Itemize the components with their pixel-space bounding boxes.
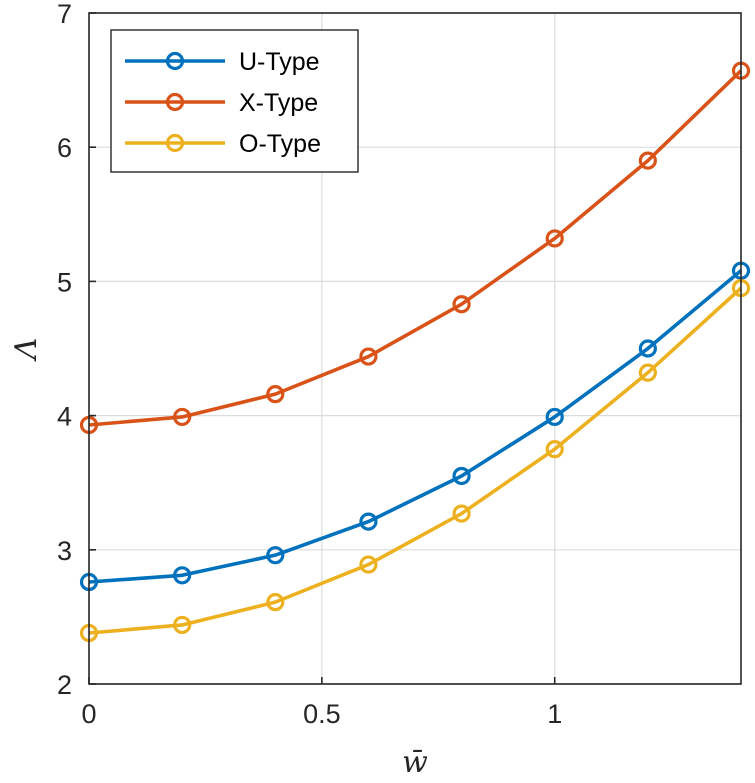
legend: U-Type X-Type O-Type	[110, 29, 359, 173]
data-point-x-type	[452, 295, 471, 314]
data-point-u-type	[173, 566, 192, 585]
data-point-x-type	[545, 229, 564, 248]
series-line-o-type	[88, 286, 743, 635]
legend-marker-u-type	[165, 51, 185, 71]
x-tick-label: 0.5	[303, 699, 341, 729]
y-tick-label: 5	[57, 267, 72, 297]
legend-marker-x-type	[165, 92, 185, 112]
data-point-o-type	[173, 615, 192, 635]
series-line-u-type	[88, 269, 743, 584]
data-point-u-type	[638, 339, 657, 358]
data-point-o-type	[266, 593, 285, 612]
y-axis-label: Λ	[9, 338, 44, 363]
legend-label-o-type: O-Type	[239, 130, 321, 158]
data-point-o-type	[452, 504, 471, 523]
data-point-o-type	[545, 440, 564, 459]
legend-label-u-type: U-Type	[239, 48, 320, 76]
y-tick-label: 3	[57, 536, 72, 566]
data-point-u-type	[266, 546, 285, 565]
y-tick-label: 2	[57, 670, 72, 700]
data-point-u-type	[452, 466, 471, 486]
legend-marker-o-type	[165, 133, 185, 153]
data-point-x-type	[359, 347, 378, 366]
y-tick-label: 6	[57, 133, 72, 163]
x-tick-label: 1	[547, 699, 562, 729]
data-point-o-type	[359, 555, 378, 574]
data-point-u-type	[359, 512, 378, 531]
data-point-o-type	[638, 363, 657, 382]
legend-label-x-type: X-Type	[239, 89, 318, 117]
y-tick-label: 7	[57, 0, 72, 29]
data-point-x-type	[638, 151, 657, 170]
x-tick-label: 0	[81, 699, 96, 729]
tick-labels: 0 0.5 1 2 3 4 5 6 7	[57, 0, 562, 729]
data-point-u-type	[545, 407, 564, 427]
y-tick-label: 4	[57, 402, 72, 432]
series-line-x-type	[88, 69, 743, 427]
plot-area-frame	[88, 12, 742, 685]
x-axis-label: w̄	[402, 745, 428, 780]
data-point-x-type	[173, 407, 192, 427]
data-point-x-type	[266, 385, 285, 404]
